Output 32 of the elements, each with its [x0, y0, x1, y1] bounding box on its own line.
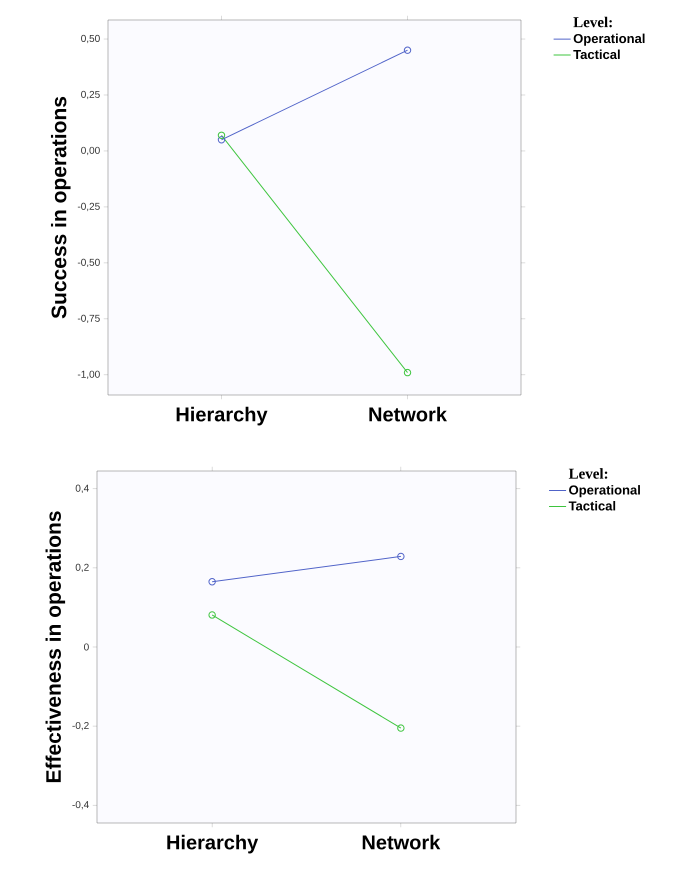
- point: [218, 136, 226, 144]
- y-tick-label: -0,25: [78, 202, 100, 212]
- y-tick-label: 0,4: [76, 484, 89, 493]
- y-tick-label: -1,00: [78, 370, 100, 379]
- x-tick-label: Hierarchy: [167, 834, 258, 854]
- y-axis-title: Effectiveness in operations: [46, 511, 66, 782]
- y-tick-label: 0,2: [76, 564, 89, 572]
- legend-label: Tactical: [568, 500, 616, 511]
- legend-title: Level:: [568, 468, 608, 479]
- point: [404, 368, 412, 376]
- legend-title: Level:: [573, 16, 612, 28]
- point: [397, 552, 405, 560]
- y-tick-label: 0,50: [81, 34, 100, 44]
- legend-label: Operational: [569, 485, 640, 498]
- y-tick-label: -0,50: [78, 258, 100, 268]
- y-tick-label: -0,4: [72, 801, 89, 810]
- point: [397, 724, 405, 732]
- y-tick-label: 0,00: [81, 146, 100, 156]
- y-axis-title: Success in operations: [50, 96, 71, 318]
- y-tick-label: 0,25: [81, 90, 100, 100]
- x-tick-label: Hierarchy: [176, 406, 268, 426]
- x-tick-label: Network: [369, 406, 447, 422]
- x-tick-label: Network: [362, 834, 440, 850]
- point: [404, 46, 412, 54]
- point: [208, 611, 216, 619]
- point: [208, 578, 216, 586]
- y-tick-label: -0,2: [72, 722, 89, 730]
- legend-label: Tactical: [573, 50, 620, 60]
- point: [218, 132, 226, 139]
- y-tick-label: 0: [84, 643, 89, 651]
- y-tick-label: -0,75: [78, 314, 100, 324]
- legend-label: Operational: [574, 34, 645, 46]
